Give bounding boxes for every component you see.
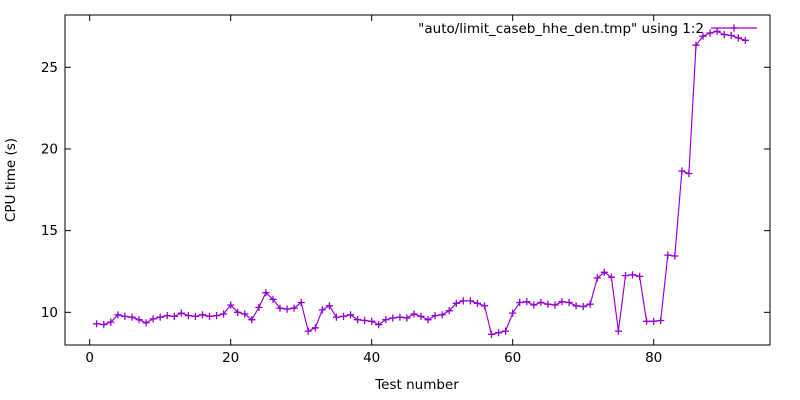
y-tick-label: 20	[41, 141, 58, 157]
x-tick-label: 40	[363, 350, 380, 366]
data-series-layer	[93, 27, 749, 338]
y-tick-label: 15	[41, 223, 58, 239]
x-tick-label: 80	[645, 350, 662, 366]
data-series-line	[96, 30, 746, 336]
x-tick-label: 0	[85, 350, 94, 366]
legend: "auto/limit_caseb_hhe_den.tmp" using 1:2	[418, 21, 757, 37]
y-tick-label: 25	[41, 60, 58, 76]
data-point-markers	[93, 27, 749, 338]
legend-key-plus-marker	[730, 24, 738, 32]
x-axis-label: Test number	[374, 377, 459, 393]
plot-border	[64, 14, 771, 346]
legend-key-plus-icon	[730, 24, 738, 32]
x-tick-label: 20	[222, 350, 239, 366]
y-tick-label: 10	[41, 305, 58, 321]
legend-label: "auto/limit_caseb_hhe_den.tmp" using 1:2	[418, 21, 704, 37]
x-tick-label: 60	[504, 350, 521, 366]
ticks-layer: 0 20 40 60 80 10 15 20 25	[41, 15, 770, 366]
y-axis-label: CPU time (s)	[3, 138, 19, 222]
